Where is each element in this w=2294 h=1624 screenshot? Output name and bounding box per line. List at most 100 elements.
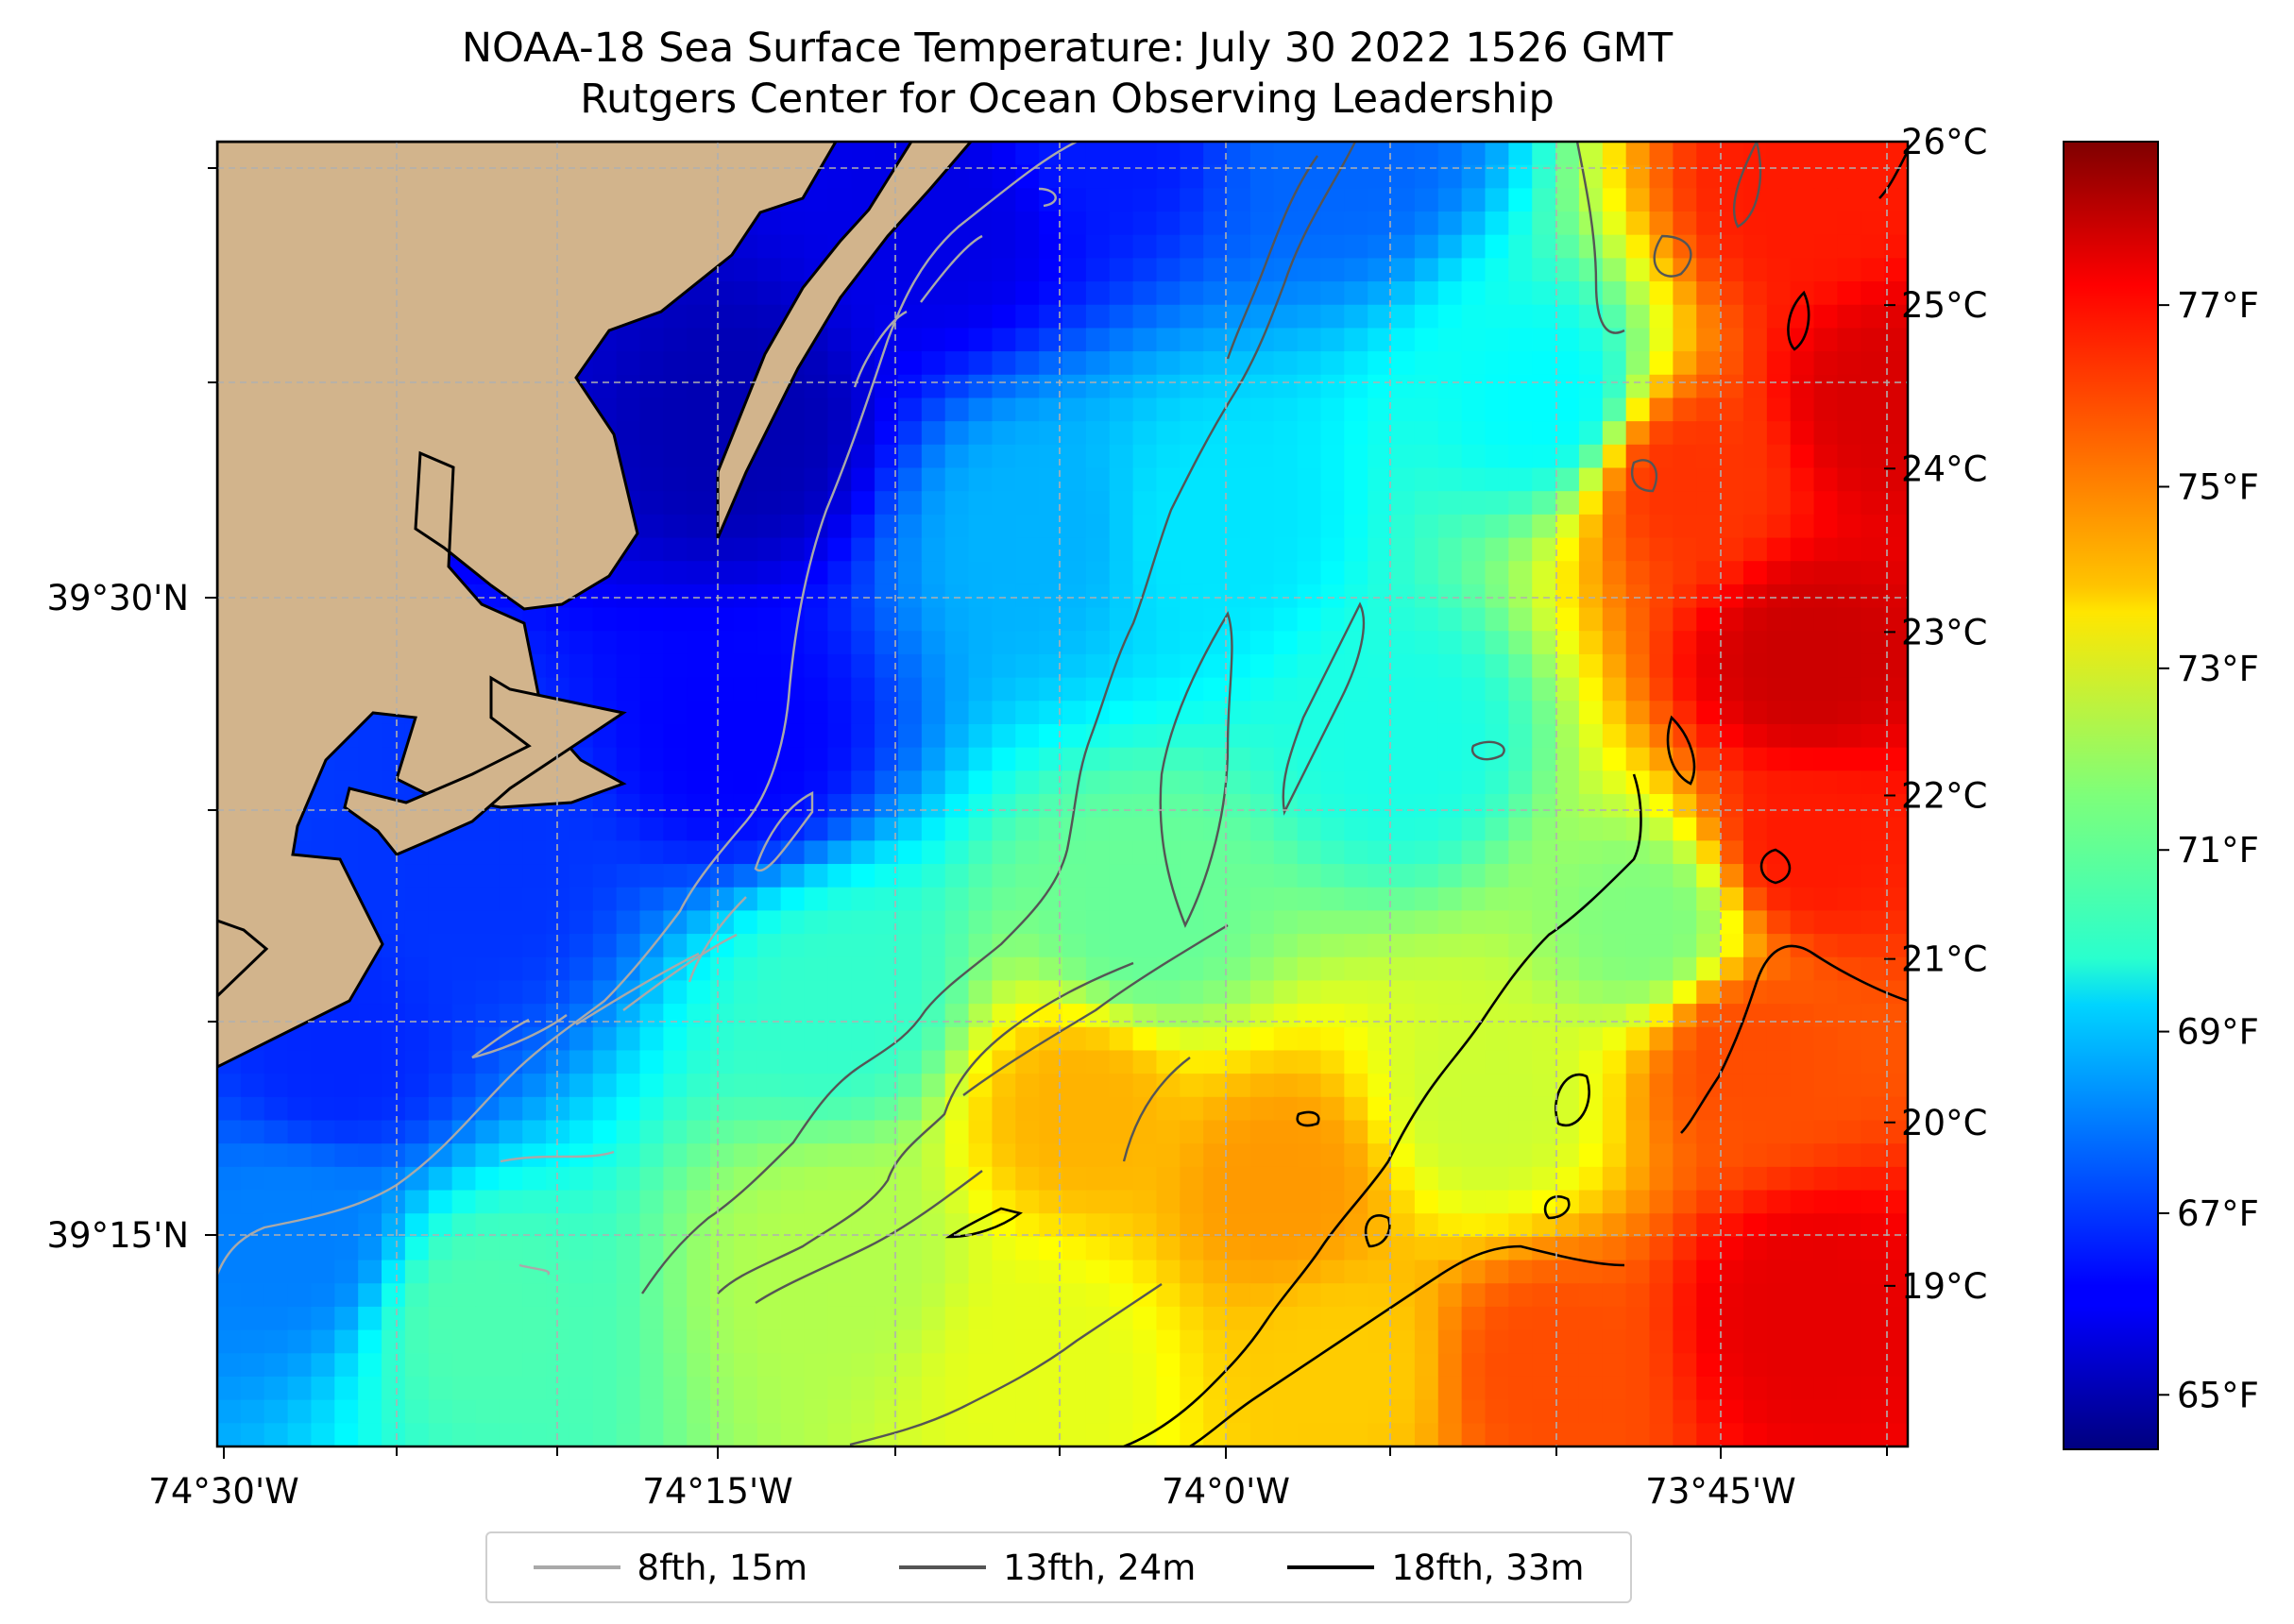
sst-cell [1203, 188, 1228, 212]
sst-cell [616, 1260, 641, 1285]
sst-cell [1249, 1074, 1275, 1098]
sst-cell [992, 514, 1017, 539]
sst-cell [1132, 281, 1158, 306]
sst-cell [1297, 351, 1322, 376]
sst-cell [1837, 584, 1862, 609]
sst-cell [1062, 701, 1087, 725]
sst-cell [1132, 234, 1158, 260]
sst-cell [1649, 398, 1674, 422]
sst-cell [499, 1120, 523, 1144]
sst-cell [1555, 817, 1580, 842]
legend-swatch-13fth [899, 1565, 987, 1569]
sst-cell [804, 491, 829, 516]
sst-cell [921, 864, 946, 888]
sst-cell [1790, 1213, 1815, 1238]
sst-cell [804, 211, 829, 236]
sst-cell [639, 1004, 665, 1028]
sst-cell [710, 1329, 735, 1355]
sst-cell [1578, 1120, 1604, 1144]
sst-cell [1813, 653, 1839, 679]
sst-cell [475, 1423, 501, 1446]
sst-cell [992, 1004, 1017, 1028]
sst-cell [1109, 1399, 1134, 1425]
sst-cell [1532, 1236, 1556, 1261]
sst-cell [1297, 1399, 1322, 1425]
sst-cell [687, 723, 711, 749]
sst-cell [733, 1423, 758, 1446]
sst-cell [1015, 1423, 1040, 1446]
legend-label-13fth: 13fth, 24m [1003, 1547, 1197, 1588]
sst-cell [1508, 747, 1534, 772]
sst-cell [1368, 934, 1392, 958]
sst-cell [475, 1306, 501, 1331]
sst-cell [944, 794, 970, 819]
sst-cell [1273, 1236, 1299, 1261]
sst-cell [382, 1120, 406, 1144]
sst-cell [334, 1213, 359, 1238]
sst-cell [1297, 467, 1322, 492]
sst-cell [592, 1236, 618, 1261]
sst-cell [1437, 1074, 1463, 1098]
sst-cell [663, 561, 688, 585]
sst-cell [1884, 910, 1908, 935]
sst-cell [1602, 374, 1627, 399]
sst-cell [710, 1143, 735, 1168]
sst-cell [1532, 514, 1556, 539]
sst-cell [287, 1096, 313, 1122]
sst-cell [1227, 817, 1251, 842]
sst-cell [1062, 1050, 1087, 1074]
sst-cell [921, 398, 946, 422]
sst-cell [311, 1306, 336, 1331]
sst-cell [897, 1050, 923, 1074]
sst-cell [1368, 864, 1392, 888]
sst-cell [1391, 677, 1416, 702]
sst-cell [1414, 840, 1439, 865]
axis-ticks [205, 167, 1888, 1459]
sst-cell [1578, 444, 1604, 469]
sst-cell [1156, 467, 1181, 492]
sst-cell [1837, 910, 1862, 935]
sst-cell [311, 1143, 336, 1168]
sst-cell [1790, 444, 1815, 469]
sst-cell [992, 188, 1017, 212]
sst-cell [1602, 701, 1627, 725]
sst-cell [1602, 677, 1627, 702]
sst-cell [1132, 328, 1158, 352]
sst-cell [569, 1329, 594, 1355]
sst-cell [1508, 234, 1534, 260]
sst-cell [1391, 887, 1416, 912]
sst-cell [639, 1423, 665, 1446]
sst-cell [1461, 887, 1487, 912]
sst-cell [546, 1306, 570, 1331]
sst-cell [663, 328, 688, 352]
sst-cell [1249, 747, 1275, 772]
sst-cell [1344, 840, 1368, 865]
sst-cell [1555, 1143, 1580, 1168]
sst-cell [1391, 421, 1416, 446]
sst-cell [897, 701, 923, 725]
sst-cell [1555, 234, 1580, 260]
sst-cell [992, 794, 1017, 819]
sst-cell [1532, 444, 1556, 469]
sst-cell [1227, 1376, 1251, 1401]
sst-cell [475, 887, 501, 912]
sst-cell [263, 1260, 289, 1285]
sst-cell [992, 887, 1017, 912]
sst-cell [1391, 304, 1416, 330]
sst-cell [1508, 980, 1534, 1005]
sst-cell [1109, 514, 1134, 539]
sst-cell [944, 607, 970, 633]
sst-cell [1437, 701, 1463, 725]
sst-cell [1297, 304, 1322, 330]
sst-cell [1485, 631, 1510, 655]
sst-cell [1861, 1283, 1885, 1308]
sst-cell [1720, 584, 1744, 609]
sst-cell [1227, 1306, 1251, 1331]
sst-cell [780, 491, 806, 516]
sst-cell [1203, 514, 1228, 539]
sst-cell [1297, 1423, 1322, 1446]
sst-cell [1790, 258, 1815, 282]
sst-cell [1625, 1074, 1651, 1098]
sst-cell [1227, 1283, 1251, 1308]
sst-cell [921, 1143, 946, 1168]
